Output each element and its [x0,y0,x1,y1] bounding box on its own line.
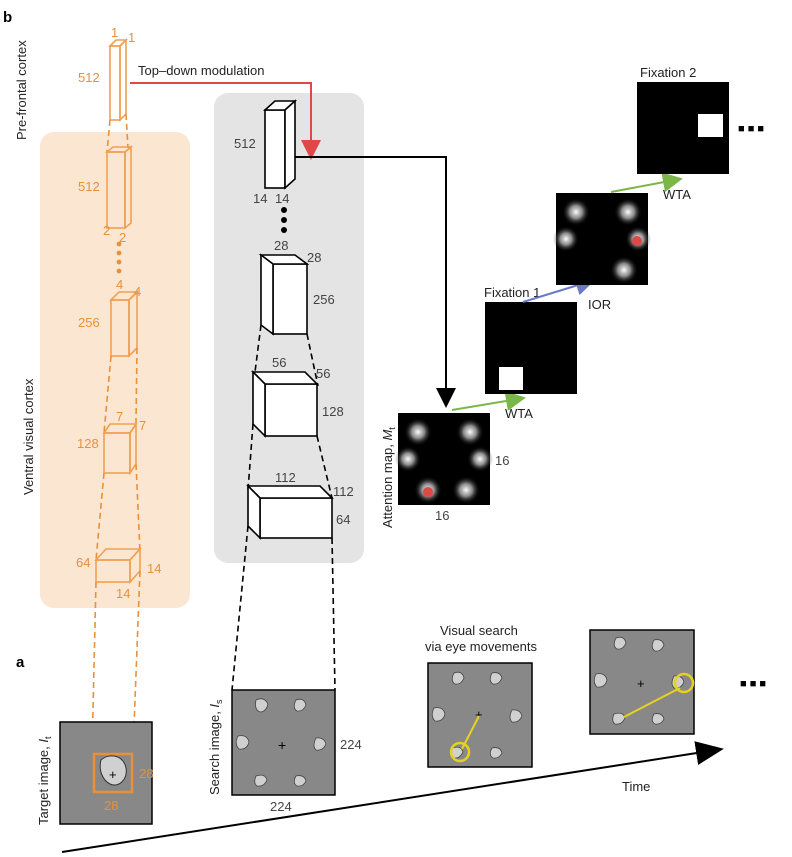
dim-label: 128 [77,436,99,451]
fixation-cross: + [109,767,117,782]
dim-label: 14 [116,586,130,601]
dim-label: 512 [78,70,100,85]
dim-label: 28 [307,250,321,265]
attention-height: 16 [435,508,449,523]
search-layer-1 [262,99,298,190]
dim-label: 4 [134,284,141,299]
attention-map [395,413,493,505]
dim-label: 2 [103,223,110,238]
wta-arrow-1 [451,391,526,411]
time-arrow [61,741,724,853]
ellipsis-bottom: ■ ■ ■ [740,678,766,690]
time-label: Time [622,779,650,794]
target-image-height: 28 [104,798,118,813]
dim-label: 7 [139,418,146,433]
search-ellipsis-dot [281,207,287,213]
dim-label: 512 [78,179,100,194]
dim-label: 1 [111,25,118,40]
svg-text:+: + [475,707,483,722]
search-frame-1: + [427,662,533,768]
dim-label: 64 [336,512,350,527]
svg-text:+: + [637,676,645,691]
wta-label-2: WTA [663,187,691,202]
ior-label: IOR [588,297,611,312]
dim-label: 112 [275,470,296,485]
dim-label: 128 [322,404,344,419]
ventral-region-panel [40,132,190,608]
visual-search-line2: via eye movements [425,639,537,654]
target-ellipsis-dot [116,259,122,265]
target-ellipsis-dot [116,250,122,256]
target-layer-1 [108,38,128,122]
attention-peak-dot [423,487,433,497]
target-image: + [59,721,153,825]
search-image-width: 224 [340,737,362,752]
dim-label: 56 [316,366,330,381]
wta-arrow-2 [610,172,683,193]
prefrontal-label: Pre-frontal cortex [14,40,29,140]
fixation-1-map [485,302,577,394]
to-attention-arrow [295,156,456,408]
dim-label: 4 [116,277,123,292]
panel-label-a: a [16,654,25,671]
search-image-height: 224 [270,799,292,814]
dim-label: 28 [274,238,288,253]
search-layer-3 [251,370,319,438]
search-layer-4 [246,484,334,540]
search-image: + [231,689,336,796]
search-layer-2 [258,253,310,336]
dim-label: 14 [275,191,289,206]
dim-label: 2 [119,230,126,245]
fixation-2-label: Fixation 2 [640,65,696,80]
wta-label-1: WTA [505,406,533,421]
target-ellipsis-dot [116,241,122,247]
attention-peak-dot [632,236,642,246]
visual-search-line1: Visual search [440,623,518,638]
dim-label: 512 [234,136,256,151]
ellipsis-top: ■ ■ ■ [738,123,764,135]
search-network: 512 14 14 28 28 256 56 56 128 112 112 64 [231,99,354,691]
ior-arrow [522,275,596,303]
dim-label: 14 [147,561,161,576]
fixation-circle [673,672,695,694]
fixation-2-map [637,82,729,174]
dim-label: 1 [128,30,135,45]
saccade-line [623,687,681,718]
dim-label: 7 [116,409,123,424]
top-down-arrow [130,82,321,160]
fixation-1-label: Fixation 1 [484,285,540,300]
target-image-label: Target image, It [36,736,53,825]
attention-width: 16 [495,453,509,468]
ior-inhibited-patch [575,256,602,281]
dim-label: 256 [78,315,100,330]
ventral-label: Ventral visual cortex [21,378,36,495]
top-down-label: Top–down modulation [138,63,264,78]
fixation-cross: + [278,737,286,753]
panel-label-b: b [3,9,12,26]
dim-label: 64 [76,555,90,570]
target-image-width: 28 [139,766,153,781]
dim-label: 112 [333,484,354,499]
fixation-circle [449,741,471,763]
dim-label: 14 [253,191,267,206]
attention-label: Attention map, Mt [380,427,397,528]
search-image-label: Search image, Is [207,699,224,795]
search-frame-2: + [589,629,695,735]
search-ellipsis-dot [281,227,287,233]
search-ellipsis-dot [281,217,287,223]
dim-label: 256 [313,292,335,307]
dim-label: 56 [272,355,286,370]
target-ellipsis-dot [116,268,122,274]
target-layer-2 [104,145,134,230]
ior-attention-map [553,193,651,285]
